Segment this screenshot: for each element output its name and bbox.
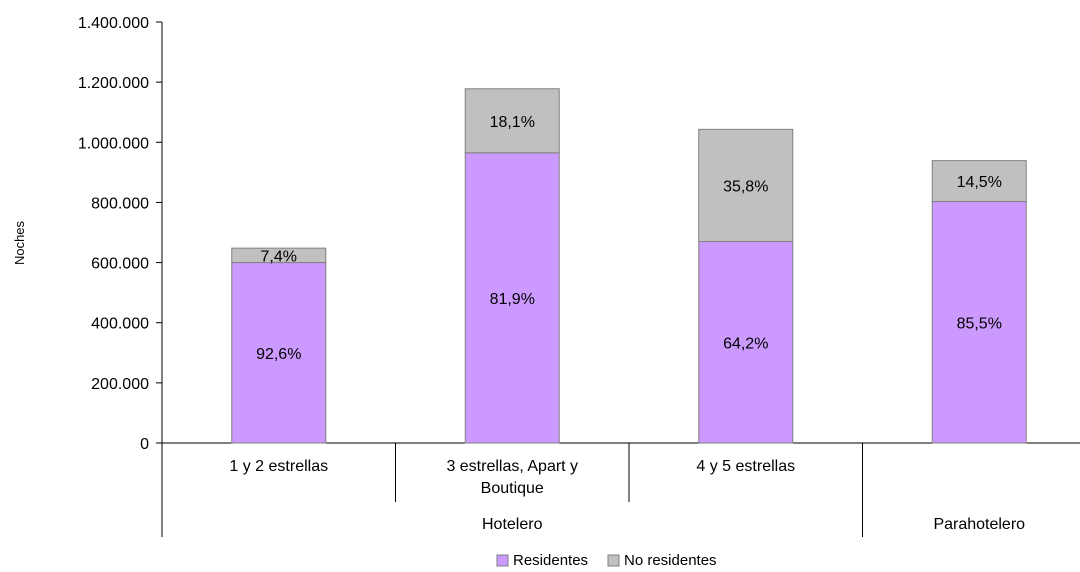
legend: Residentes No residentes (496, 552, 717, 569)
y-tick-label: 1.200.000 (78, 75, 149, 92)
bar-segment-residentes (464, 152, 560, 444)
y-tick-label: 400.000 (91, 316, 149, 333)
data-label: 81,9% (490, 291, 535, 308)
data-label: 35,8% (723, 178, 768, 195)
bar-segment-residentes (931, 201, 1027, 444)
data-label: 64,2% (723, 335, 768, 352)
y-tick-label: 1.400.000 (78, 15, 149, 32)
data-label: 14,5% (957, 174, 1002, 191)
bar-segment-residentes (231, 262, 327, 444)
plot-area: 0 200.000 400.000 600.000 800.000 1.000.000 1.… (78, 15, 1080, 537)
data-label: 85,5% (957, 315, 1002, 332)
bar-segment-no-residentes (464, 88, 560, 154)
x-category-label: 3 estrellas, Apart y (446, 458, 578, 475)
bar-segment-no-residentes (231, 247, 327, 264)
bar-segment-no-residentes (698, 128, 794, 243)
data-label: 7,4% (261, 248, 297, 265)
y-tick-label: 600.000 (91, 256, 149, 273)
data-label: 92,6% (256, 346, 301, 363)
x-group-label: Parahotelero (933, 516, 1025, 533)
bar-segment-no-residentes (931, 160, 1027, 203)
x-category-label: 4 y 5 estrellas (696, 458, 795, 475)
data-label: 18,1% (490, 114, 535, 131)
y-tick-label: 800.000 (91, 195, 149, 212)
y-tick-label: 200.000 (91, 376, 149, 393)
bar-segment-residentes (698, 241, 794, 444)
y-tick-label: 1.000.000 (78, 135, 149, 152)
legend-label: Residentes (513, 552, 588, 569)
legend-swatch (607, 554, 620, 567)
y-tick-label: 0 (140, 436, 149, 453)
y-axis-label: Noches (12, 220, 27, 265)
legend-label: No residentes (624, 552, 717, 569)
x-group-label: Hotelero (482, 516, 543, 533)
x-category-label: 1 y 2 estrellas (229, 458, 328, 475)
legend-swatch (496, 554, 509, 567)
x-category-label: Boutique (481, 480, 544, 497)
